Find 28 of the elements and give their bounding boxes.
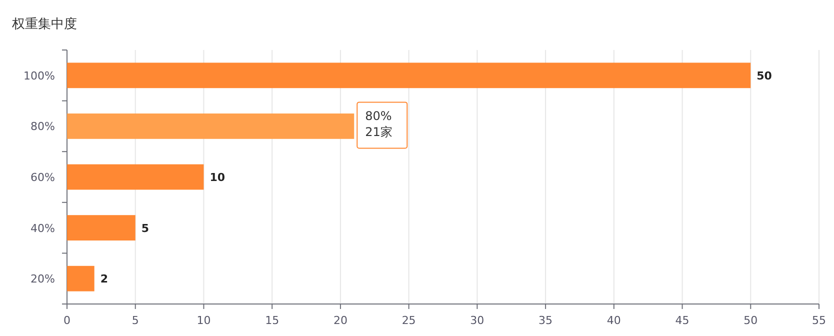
data-label: 2 [100, 272, 108, 286]
x-tick-label: 55 [812, 314, 826, 327]
y-tick-label: 100% [24, 69, 55, 82]
x-tick-label: 35 [538, 314, 553, 327]
y-tick-label: 60% [30, 171, 55, 184]
x-tick-label: 5 [132, 314, 139, 327]
data-label: 5 [141, 222, 150, 235]
x-tick-label: 45 [675, 314, 690, 327]
x-tick-label: 50 [744, 314, 758, 327]
x-tick-label: 0 [64, 314, 70, 327]
y-tick-label: 20% [30, 272, 55, 286]
y-tick-label: 40% [30, 222, 55, 235]
bar [67, 266, 94, 292]
x-tick-label: 40 [606, 314, 621, 327]
x-tick-label: 20 [333, 314, 348, 327]
x-tick-label: 25 [402, 314, 416, 327]
annotation: 80% 21家 [365, 109, 392, 140]
bar [67, 215, 136, 240]
x-tick-label: 30 [470, 314, 484, 327]
bar [67, 114, 354, 139]
bar [67, 164, 204, 190]
x-tick-label: 15 [265, 314, 280, 327]
chart-title: 权重集中度 [11, 16, 77, 32]
x-tick-label: 10 [196, 314, 211, 327]
data-label: 50 [756, 69, 772, 82]
y-tick-label: 80% [30, 120, 55, 134]
bar [67, 62, 751, 88]
data-label: 10 [210, 171, 226, 184]
